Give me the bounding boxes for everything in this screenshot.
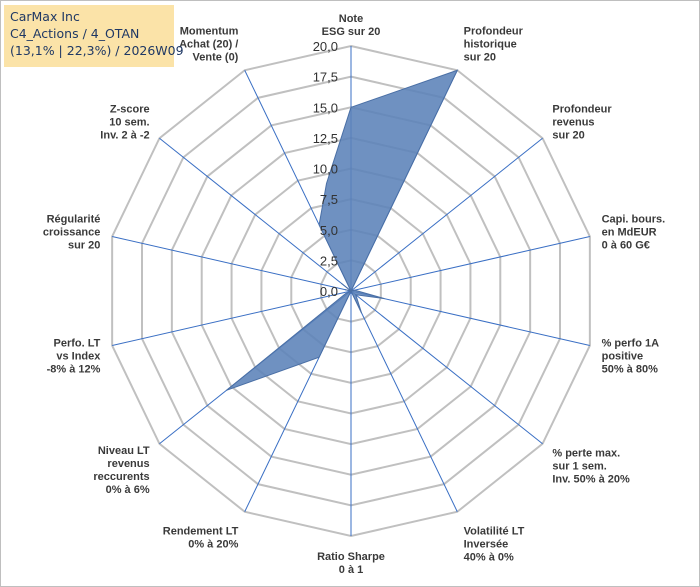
info-box: CarMax Inc C4_Actions / 4_OTAN (13,1% | … [4, 5, 184, 67]
tick-label: 15,0 [313, 100, 338, 115]
spoke-line [159, 137, 352, 292]
axis-label: Capi. bours. en MdEUR 0 à 60 G€ [602, 213, 666, 251]
spoke-line [350, 290, 590, 347]
tick-label: 5,0 [320, 223, 338, 238]
radar-series [226, 69, 459, 391]
axis-label: Régularité croissance sur 20 [43, 213, 100, 251]
axis-label: % perfo 1A positive 50% à 80% [602, 338, 660, 376]
tick-label: 10,0 [313, 162, 338, 177]
axis-label: Rendement LT 0% à 20% [163, 526, 239, 551]
tick-label: 17,5 [313, 70, 338, 85]
info-category: C4_Actions / 4_OTAN [10, 26, 140, 41]
info-company-name: CarMax Inc [10, 9, 80, 24]
series-area [226, 69, 459, 391]
spoke-line [112, 290, 352, 347]
spoke-line [350, 137, 543, 292]
spoke-line [350, 235, 590, 292]
axis-label: Perfo. LT vs Index -8% à 12% [47, 338, 102, 376]
tick-label: 7,5 [320, 192, 338, 207]
radar-tick-labels: 0,0 2,5 5,0 7,5 10,0 12,5 15,0 17,5 20,0 [313, 39, 338, 299]
axis-label: Niveau LT revenus reccurents 0% à 6% [93, 445, 150, 496]
tick-label: 0,0 [320, 284, 338, 299]
axis-label: Volatilité LT Inversée 40% à 0% [464, 526, 525, 564]
tick-label: 20,0 [313, 39, 338, 54]
axis-label: Profondeur historique sur 20 [464, 25, 524, 63]
radar-axis-labels: Note ESG sur 20 Profondeur historique sur 20… [43, 13, 665, 576]
spoke-line [350, 290, 543, 445]
tick-label: 2,5 [320, 253, 338, 268]
spoke-line [350, 290, 458, 512]
info-performance: (13,1% | 22,3%) / 2026W09 [10, 43, 184, 58]
axis-label: Z-score 10 sem. Inv. 2 à -2 [100, 103, 149, 141]
axis-label: Profondeur revenus sur 20 [552, 103, 612, 141]
axis-label: Note ESG sur 20 [322, 13, 381, 38]
axis-label: % perte max. sur 1 sem. Inv. 50% à 20% [552, 448, 630, 486]
spoke-line [112, 235, 352, 292]
axis-label: Momentum Achat (20) / Vente (0) [179, 25, 239, 63]
tick-label: 12,5 [313, 131, 338, 146]
axis-label: Ratio Sharpe 0 à 1 [317, 551, 385, 576]
